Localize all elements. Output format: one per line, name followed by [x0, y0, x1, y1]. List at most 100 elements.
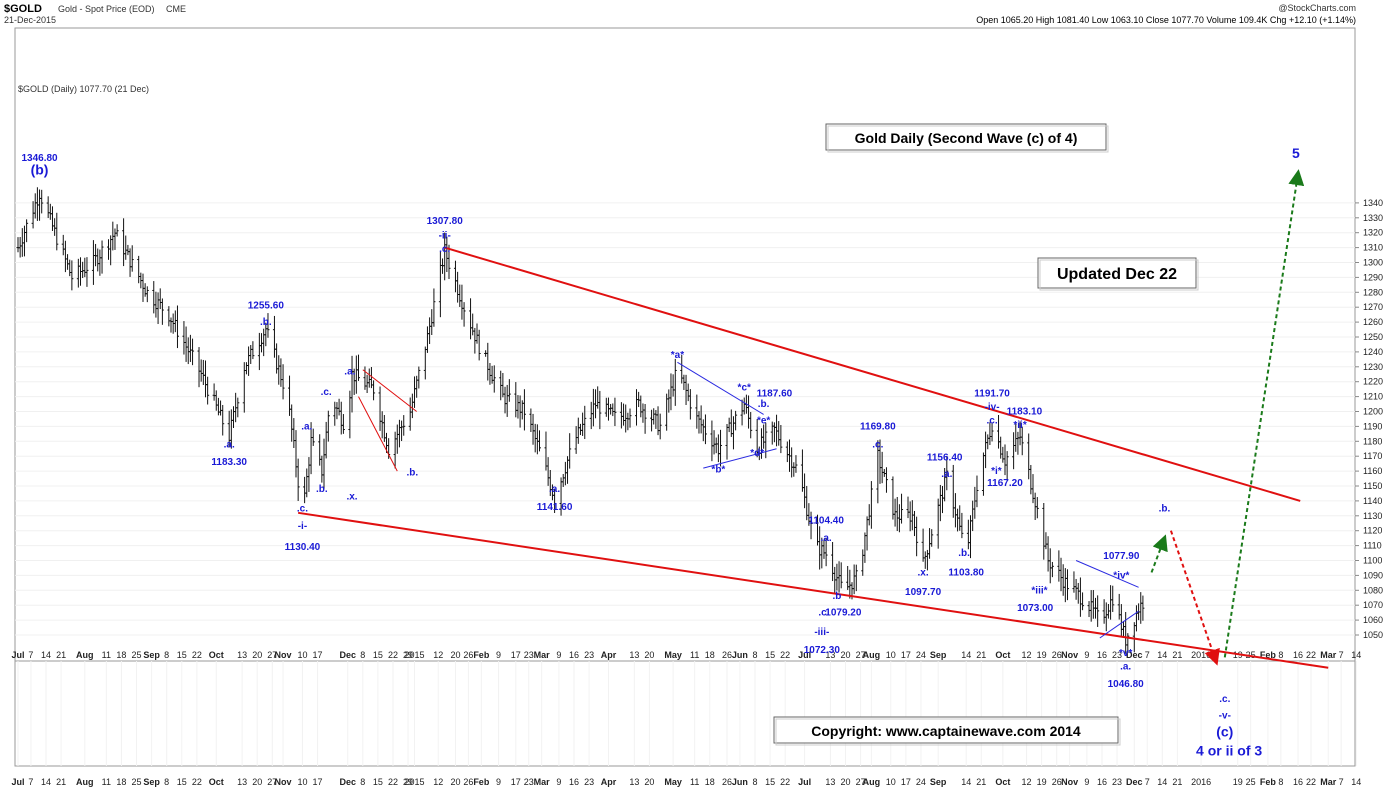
date-label-bottom: Jul [11, 777, 24, 787]
wave-label: 1167.20 [987, 478, 1023, 489]
wave-label: 1141.60 [537, 502, 573, 513]
date-label-bottom: 7 [1339, 777, 1344, 787]
wave-label: 1097.70 [905, 587, 942, 598]
wave-label: 1077.90 [1103, 551, 1140, 562]
date-label-bottom: 8 [753, 777, 758, 787]
date-label-bottom: 11 [102, 777, 111, 787]
wave-label: *i* [991, 466, 1002, 477]
date-label-top: 18 [705, 650, 715, 660]
wave-label: .b. [1159, 503, 1171, 514]
wave-label: .c. [297, 503, 308, 514]
trendline [1075, 560, 1139, 588]
date-label-bottom: 22 [192, 777, 202, 787]
date-label-bottom: Oct [995, 777, 1010, 787]
date-label-top: 22 [780, 650, 790, 660]
date-label-bottom: 24 [916, 777, 926, 787]
price-tick-label: 1050 [1363, 630, 1383, 640]
price-gridlines [15, 202, 1357, 766]
projection-arrow [1169, 530, 1220, 666]
description-label: Gold - Spot Price (EOD) [58, 4, 155, 14]
date-label-bottom: 15 [373, 777, 383, 787]
date-label-bottom: Aug [76, 777, 94, 787]
date-label-top: 15 [177, 650, 187, 660]
date-label-top: 13 [237, 650, 247, 660]
date-label-top: 7 [1145, 650, 1150, 660]
wave-label: 4 or ii of 3 [1196, 743, 1262, 759]
wave-label: 1191.70 [974, 389, 1010, 400]
date-label-bottom: 13 [629, 777, 639, 787]
date-label-bottom: Feb [1260, 777, 1277, 787]
date-label-top: 14 [961, 650, 971, 660]
date-label-top: 26 [1052, 650, 1062, 660]
date-label-top: 27 [856, 650, 866, 660]
date-label-top: Jul [798, 650, 811, 660]
date-label-bottom: 15 [765, 777, 775, 787]
chart-title: Gold Daily (Second Wave (c) of 4) [855, 130, 1078, 146]
date-label-bottom: 22 [780, 777, 790, 787]
price-axis: 1050 1060 1070 1080 1090 1100 1110 1120 1130 1140… [1355, 198, 1383, 640]
date-label-top: 9 [556, 650, 561, 660]
date-label-top: 16 [1293, 650, 1303, 660]
wave-label: .c. [321, 387, 332, 398]
wave-label: 1079.20 [825, 608, 862, 619]
price-tick-label: 1270 [1363, 302, 1383, 312]
date-label-top: 23 [584, 650, 594, 660]
wave-label: 1072.30 [804, 645, 841, 656]
date-label-bottom: 2015 [405, 777, 425, 787]
price-tick-label: 1290 [1363, 272, 1383, 282]
date-label-bottom: 23 [584, 777, 594, 787]
date-label-bottom: 9 [1084, 777, 1089, 787]
date-label-bottom: 26 [1052, 777, 1062, 787]
date-label-top: 14 [1351, 650, 1361, 660]
date-label-top: 7 [28, 650, 33, 660]
wave-label: .a. [821, 533, 832, 544]
date-label-bottom: Jun [732, 777, 748, 787]
date-label-top: 2015 [405, 650, 425, 660]
date-label-bottom: 10 [297, 777, 307, 787]
wave-label: .x. [346, 491, 357, 502]
date-label-bottom: 13 [237, 777, 247, 787]
date-label-bottom: Sep [930, 777, 947, 787]
date-label-top: 18 [116, 650, 126, 660]
wave-label: -iv- [985, 402, 1000, 413]
wave-label: .b. [958, 548, 970, 559]
wave-label: 1169.80 [860, 421, 896, 432]
date-label-bottom: 9 [496, 777, 501, 787]
ohlc-bars [16, 187, 1145, 654]
date-label-bottom: Dec [1126, 777, 1143, 787]
price-tick-label: 1330 [1363, 213, 1383, 223]
price-tick-label: 1160 [1363, 466, 1382, 476]
wave-label: .a. [941, 469, 952, 480]
wave-label: *e* [757, 415, 770, 426]
date-label-bottom: 17 [901, 777, 911, 787]
date-label-bottom: 10 [886, 777, 896, 787]
price-tick-label: 1220 [1363, 377, 1383, 387]
date-label-bottom: Jul [798, 777, 811, 787]
projection-arrows [1150, 169, 1305, 666]
price-tick-label: 1190 [1363, 421, 1382, 431]
wave-label: 1187.60 [757, 389, 793, 400]
date-label-top: 20 [644, 650, 654, 660]
date-label-top: Nov [1061, 650, 1078, 660]
date-label-bottom: 12 [433, 777, 443, 787]
wave-label: *ii* [1013, 420, 1026, 431]
wave-label: *v* [1119, 648, 1132, 659]
price-tick-label: 1240 [1363, 347, 1383, 357]
date-label-top: 10 [297, 650, 307, 660]
date-label-bottom: 16 [569, 777, 579, 787]
wave-label: 1103.80 [948, 567, 984, 578]
wave-label: *iii* [1031, 585, 1047, 596]
date-label-bottom: 8 [1278, 777, 1283, 787]
price-tick-label: 1140 [1363, 496, 1382, 506]
date-label-bottom: 25 [132, 777, 142, 787]
wave-label: .c. [986, 415, 997, 426]
date-label-top: Mar [1320, 650, 1337, 660]
date-label-bottom: 26 [722, 777, 732, 787]
date-label-top: 22 [192, 650, 202, 660]
wave-label: 1346.80 [21, 153, 58, 164]
date-label-top: 8 [164, 650, 169, 660]
date-label-bottom: 16 [1097, 777, 1107, 787]
price-tick-label: 1230 [1363, 362, 1383, 372]
price-tick-label: 1320 [1363, 228, 1383, 238]
date-label-top: 25 [132, 650, 142, 660]
